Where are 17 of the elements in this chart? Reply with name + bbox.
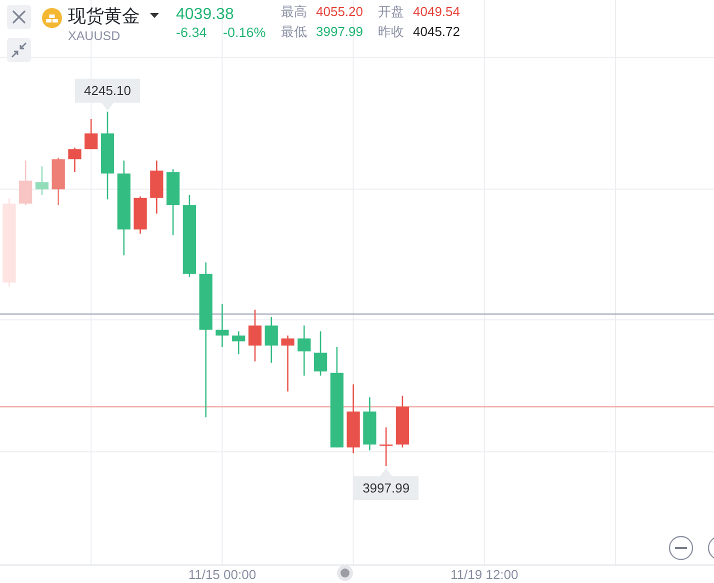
annotation: 最高 bbox=[281, 4, 307, 19]
annotation: 最低 bbox=[281, 24, 307, 39]
text: XAUUSD bbox=[68, 29, 120, 43]
annotation: -0.16% bbox=[223, 25, 266, 40]
annotation: 4049.54 bbox=[413, 4, 460, 19]
x-tick-label: 11/15 00:00 bbox=[188, 567, 256, 582]
annotation: 3997.99 bbox=[362, 480, 410, 496]
annotation: -6.34 bbox=[176, 25, 208, 40]
chart-title: 现货黄金 bbox=[68, 6, 140, 26]
annotation: 3997.99 bbox=[316, 24, 363, 39]
annotation: 4245.10 bbox=[84, 83, 132, 98]
annotation: 4039.38 bbox=[176, 6, 234, 23]
annotation: 4055.20 bbox=[316, 4, 363, 19]
annotation: 昨收 bbox=[378, 24, 404, 39]
annotation: 开盘 bbox=[378, 4, 404, 19]
x-tick-label: 11/19 12:00 bbox=[450, 567, 518, 582]
annotation: 4045.72 bbox=[413, 24, 460, 39]
